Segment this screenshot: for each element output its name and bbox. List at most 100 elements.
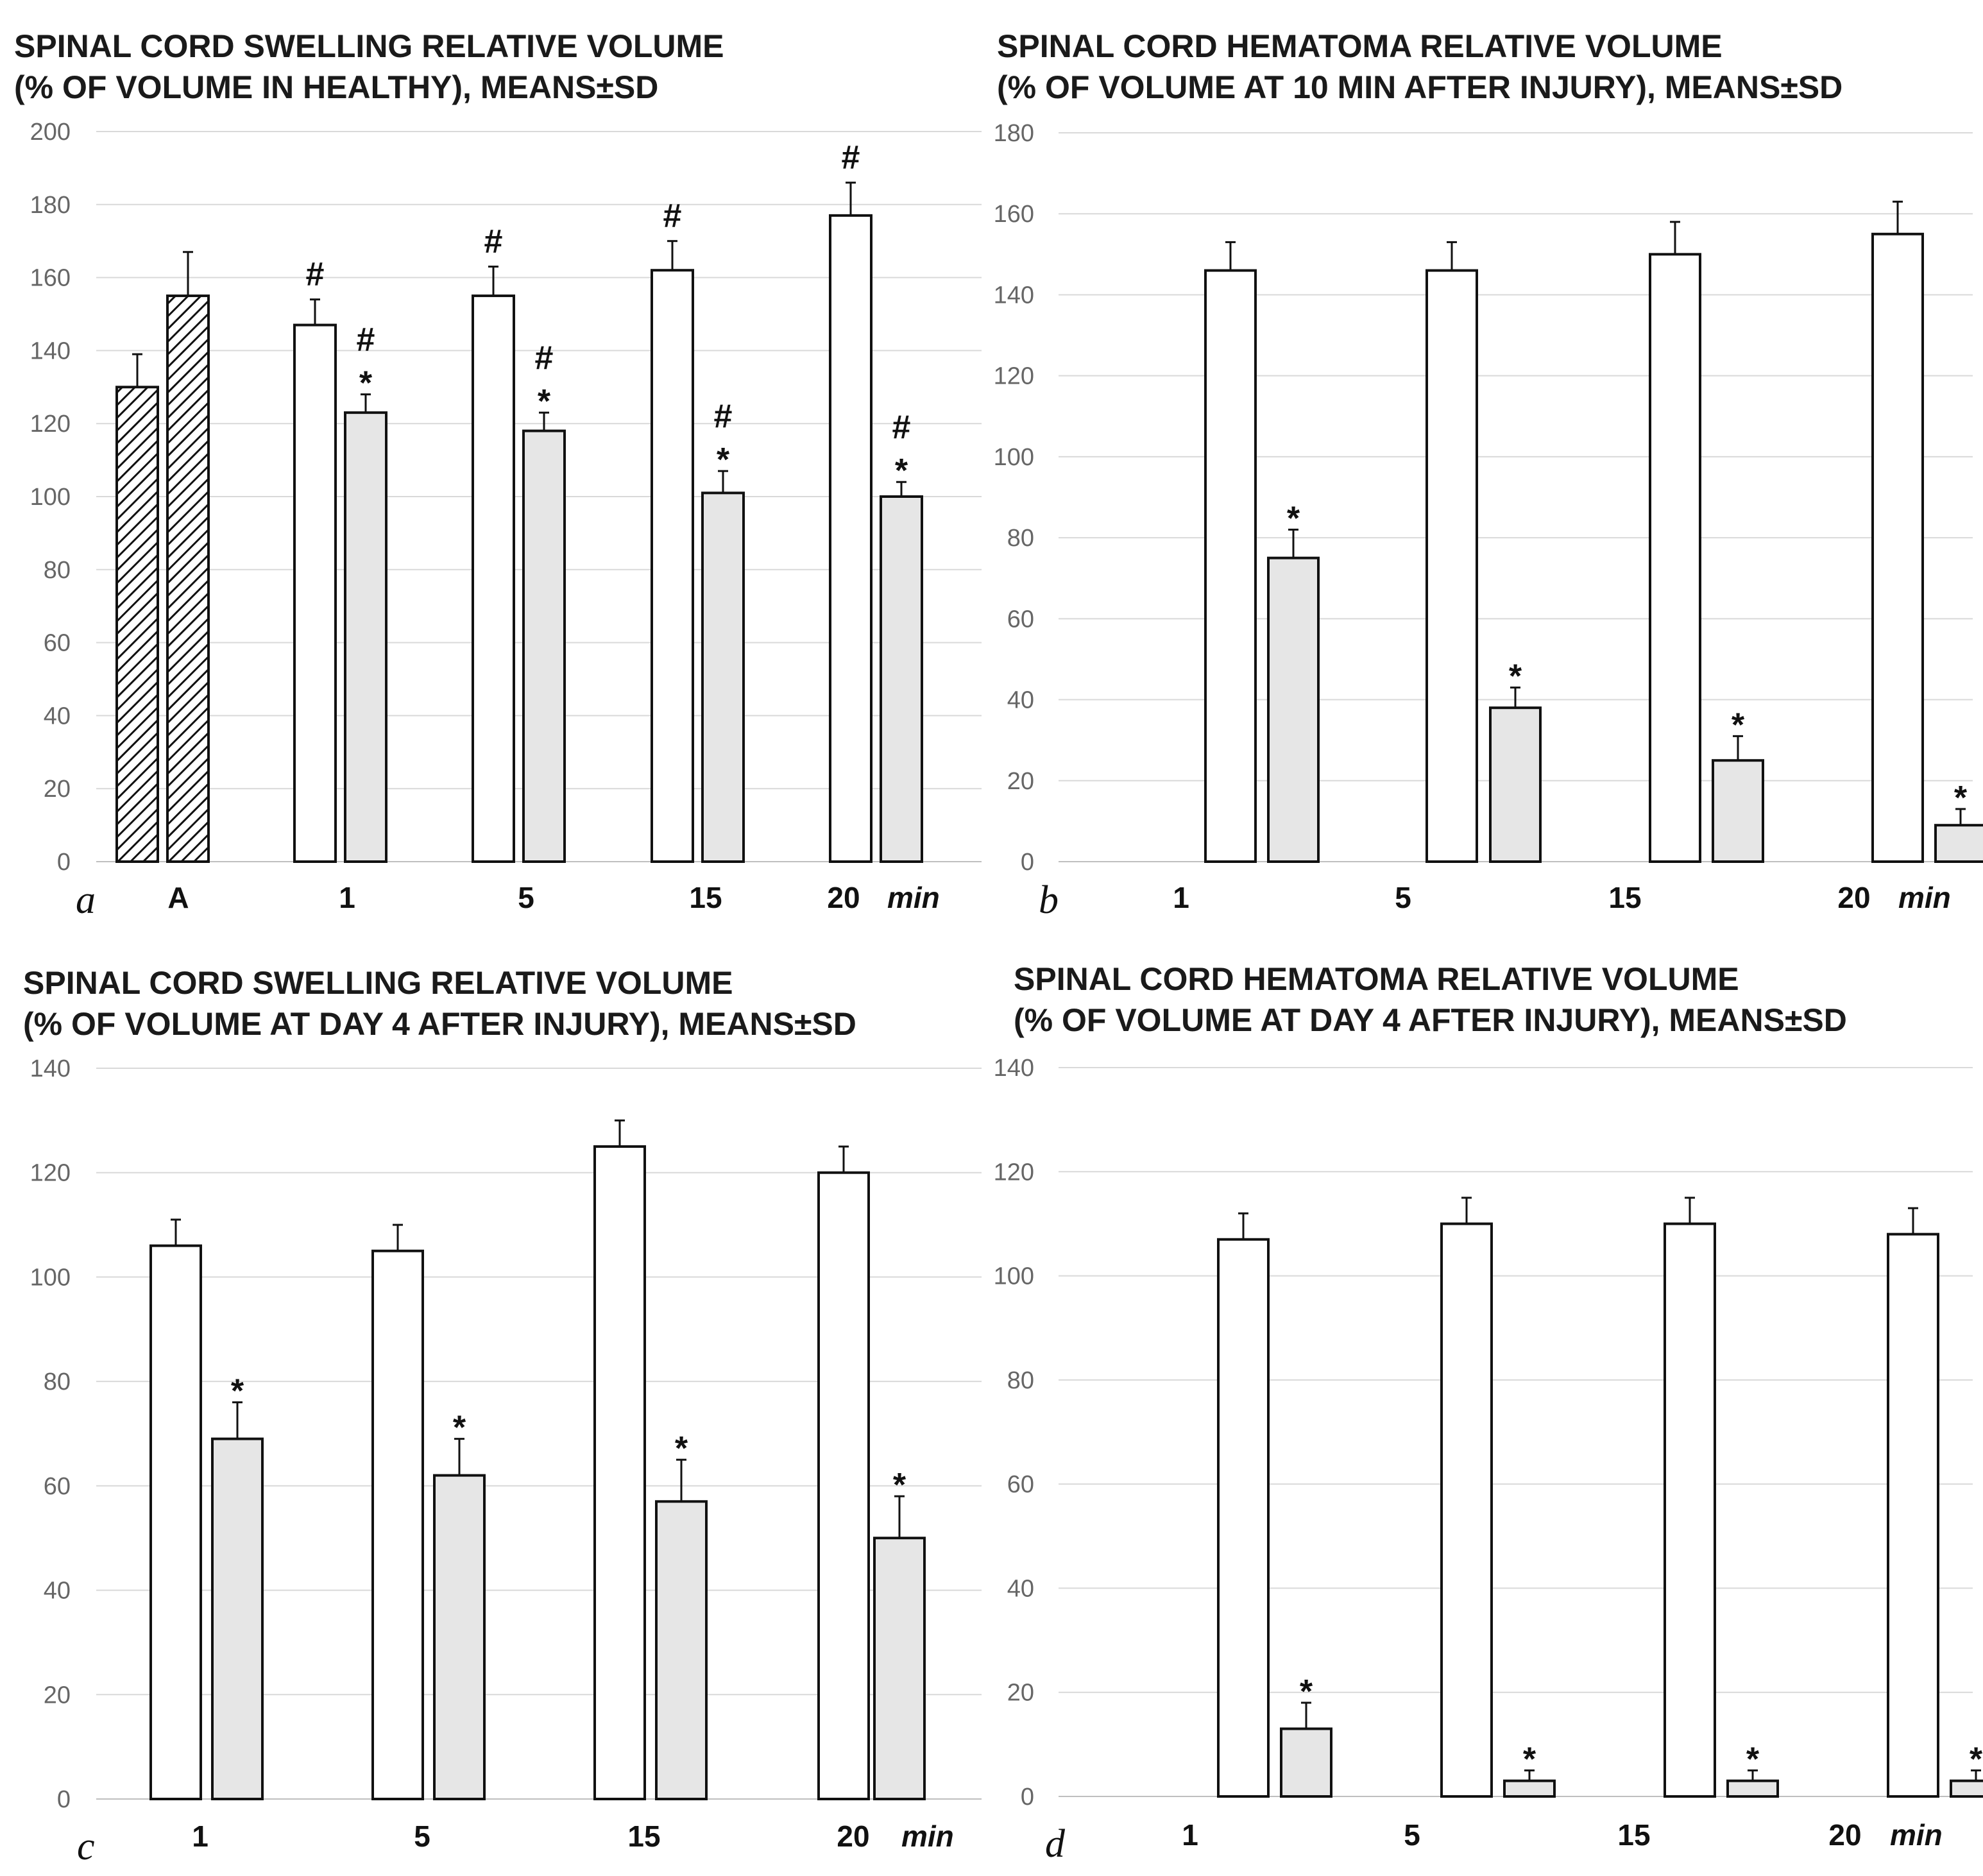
significance-star: * bbox=[1287, 500, 1300, 537]
significance-star: * bbox=[1523, 1741, 1536, 1778]
bar-white bbox=[1664, 1222, 1716, 1798]
x-category-label: 1 bbox=[339, 881, 355, 914]
panel-letter: d bbox=[1045, 1822, 1066, 1866]
y-tick-label: 100 bbox=[994, 1263, 1034, 1290]
bar-white bbox=[817, 1171, 870, 1800]
x-unit-label: min bbox=[1898, 881, 1951, 914]
y-tick-label: 20 bbox=[1007, 768, 1034, 795]
x-category-label: 15 bbox=[1617, 1818, 1650, 1852]
panel-a: SPINAL CORD SWELLING RELATIVE VOLUME (% … bbox=[0, 0, 991, 937]
significance-hash: # bbox=[306, 256, 325, 293]
panel-a-title: SPINAL CORD SWELLING RELATIVE VOLUME (% … bbox=[14, 26, 724, 108]
bar-hatched bbox=[166, 294, 210, 863]
y-tick-label: 60 bbox=[1007, 1471, 1034, 1498]
panel-b-title-line-2: (% OF VOLUME AT 10 MIN AFTER INJURY), ME… bbox=[997, 69, 1843, 105]
x-category-label: 5 bbox=[518, 881, 534, 914]
x-category-label: 20 bbox=[837, 1820, 869, 1853]
y-tick-label: 160 bbox=[30, 265, 71, 292]
bar-white bbox=[1871, 232, 1924, 863]
panel-c: SPINAL CORD SWELLING RELATIVE VOLUME (% … bbox=[0, 937, 991, 1876]
bar-white bbox=[149, 1244, 202, 1801]
x-unit-label: min bbox=[1890, 1818, 1943, 1852]
bar-gray bbox=[1280, 1727, 1332, 1798]
bar-white bbox=[829, 214, 872, 863]
panel-letter: c bbox=[77, 1825, 95, 1868]
bar-white bbox=[1204, 269, 1257, 864]
y-tick-label: 100 bbox=[30, 484, 71, 511]
bar-gray bbox=[1950, 1779, 1983, 1798]
bar-white bbox=[472, 294, 515, 863]
y-tick-label: 40 bbox=[44, 703, 71, 729]
significance-star: * bbox=[1300, 1673, 1313, 1710]
x-category-label: 20 bbox=[1828, 1818, 1861, 1852]
y-tick-label: 180 bbox=[994, 120, 1034, 147]
panel-a-title-line-2: (% OF VOLUME IN HEALTHY), MEANS±SD bbox=[14, 69, 659, 105]
significance-star: * bbox=[1970, 1741, 1983, 1778]
y-tick-label: 0 bbox=[1021, 1784, 1034, 1811]
panel-d-title-line-2: (% OF VOLUME AT DAY 4 AFTER INJURY), MEA… bbox=[1014, 1002, 1847, 1038]
significance-hash: # bbox=[892, 409, 911, 446]
x-category-label: 20 bbox=[827, 881, 860, 914]
y-tick-label: 0 bbox=[1021, 849, 1034, 876]
significance-star: * bbox=[893, 1467, 906, 1504]
bar-gray bbox=[701, 491, 745, 863]
bar-gray bbox=[1267, 556, 1320, 864]
bar-gray bbox=[1712, 759, 1764, 863]
bar-white bbox=[1887, 1232, 1939, 1798]
y-tick-label: 40 bbox=[1007, 1575, 1034, 1602]
y-tick-label: 80 bbox=[1007, 525, 1034, 552]
y-tick-label: 60 bbox=[44, 630, 71, 657]
significance-hash: # bbox=[663, 198, 682, 235]
bar-gray bbox=[1503, 1779, 1556, 1798]
y-tick-label: 140 bbox=[994, 1055, 1034, 1082]
significance-hash: # bbox=[484, 223, 503, 260]
bar-white bbox=[1217, 1238, 1270, 1798]
panel-d: SPINAL CORD HEMATOMA RELATIVE VOLUME (% … bbox=[991, 937, 1983, 1876]
y-tick-label: 140 bbox=[30, 337, 71, 364]
y-tick-label: 100 bbox=[30, 1264, 71, 1291]
significance-star: * bbox=[675, 1430, 688, 1467]
y-tick-label: 20 bbox=[1007, 1680, 1034, 1707]
y-tick-label: 180 bbox=[30, 192, 71, 219]
significance-star: * bbox=[359, 365, 373, 402]
x-category-label: 5 bbox=[1404, 1818, 1420, 1852]
y-tick-label: 140 bbox=[994, 282, 1034, 309]
y-tick-label: 120 bbox=[30, 411, 71, 438]
bar-gray bbox=[1726, 1779, 1779, 1798]
bar-white bbox=[593, 1145, 646, 1800]
y-tick-label: 120 bbox=[994, 363, 1034, 390]
bar-gray bbox=[522, 429, 566, 863]
y-tick-label: 0 bbox=[57, 849, 71, 876]
significance-star: * bbox=[538, 383, 551, 420]
y-tick-label: 140 bbox=[30, 1055, 71, 1082]
y-tick-label: 120 bbox=[30, 1160, 71, 1187]
bar-white bbox=[1649, 253, 1701, 864]
bar-white bbox=[371, 1249, 424, 1800]
bar-gray bbox=[433, 1474, 486, 1800]
panel-a-title-line-1: SPINAL CORD SWELLING RELATIVE VOLUME bbox=[14, 28, 724, 64]
panel-letter: a bbox=[76, 878, 96, 922]
panel-d-title: SPINAL CORD HEMATOMA RELATIVE VOLUME (% … bbox=[1014, 959, 1847, 1041]
bar-gray bbox=[873, 1537, 926, 1800]
y-tick-label: 60 bbox=[44, 1473, 71, 1500]
significance-star: * bbox=[1746, 1741, 1760, 1778]
significance-star: * bbox=[1509, 658, 1522, 695]
bar-gray bbox=[655, 1500, 708, 1800]
x-category-label: 5 bbox=[414, 1820, 430, 1853]
bar-white bbox=[1426, 269, 1478, 864]
bar-white bbox=[651, 269, 694, 864]
bar-hatched bbox=[115, 386, 159, 863]
significance-star: * bbox=[1732, 706, 1745, 744]
panel-a-chart: 020406080100120140160180200#*##*##*##*#A… bbox=[30, 119, 982, 922]
significance-star: * bbox=[717, 441, 730, 479]
panel-d-title-line-1: SPINAL CORD HEMATOMA RELATIVE VOLUME bbox=[1014, 961, 1739, 997]
x-unit-label: min bbox=[887, 881, 940, 914]
x-category-label: 15 bbox=[627, 1820, 660, 1853]
x-unit-label: min bbox=[901, 1820, 954, 1853]
y-tick-label: 200 bbox=[30, 119, 71, 146]
panel-b-title: SPINAL CORD HEMATOMA RELATIVE VOLUME (% … bbox=[997, 26, 1843, 108]
y-tick-label: 80 bbox=[44, 557, 71, 584]
y-tick-label: 40 bbox=[44, 1578, 71, 1605]
significance-hash: # bbox=[535, 339, 554, 377]
